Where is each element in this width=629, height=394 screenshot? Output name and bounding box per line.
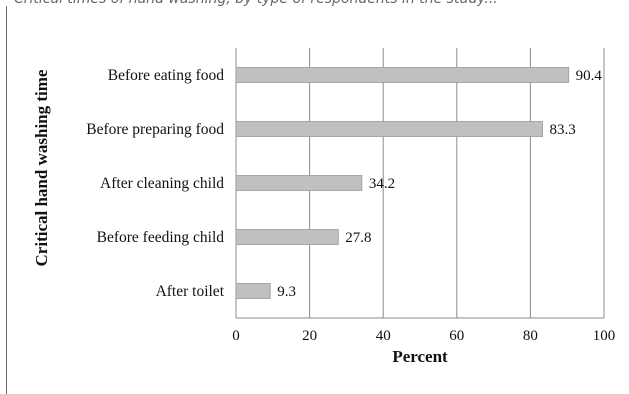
bar: [235, 229, 339, 245]
bar-value-label: 34.2: [369, 176, 395, 192]
category-label: Before eating food: [108, 67, 224, 84]
value-labels: 90.4 83.3 34.2 27.8 9.3: [277, 68, 602, 300]
x-tick-label: 0: [232, 328, 240, 344]
x-tick-label: 100: [593, 328, 616, 344]
x-tick-label: 20: [302, 328, 317, 344]
bar-value-label: 83.3: [550, 122, 576, 138]
bar: [235, 175, 363, 191]
bars: [235, 67, 570, 299]
cut-off-caption-text: Critical times of hand washing, by type …: [14, 0, 574, 9]
category-label: After toilet: [156, 283, 225, 300]
bar: [235, 283, 271, 299]
x-tick-label: 80: [523, 328, 538, 344]
x-axis-title: Percent: [392, 347, 448, 366]
bar-value-label: 9.3: [277, 284, 296, 300]
x-tick-labels: 0 20 40 60 80 100: [232, 328, 615, 344]
bar: [235, 121, 543, 137]
category-label: Before feeding child: [97, 229, 225, 246]
y-axis-title: Critical hand washing time: [32, 69, 51, 266]
x-tick-label: 60: [449, 328, 464, 344]
page-frame-line: [6, 6, 7, 394]
bar: [235, 67, 570, 83]
bar-value-label: 90.4: [576, 68, 603, 84]
category-label: Before preparing food: [86, 121, 224, 138]
category-label: After cleaning child: [100, 175, 224, 192]
bar-value-label: 27.8: [345, 230, 371, 246]
category-labels: Before eating food Before preparing food A…: [86, 67, 224, 300]
x-tick-label: 40: [376, 328, 391, 344]
